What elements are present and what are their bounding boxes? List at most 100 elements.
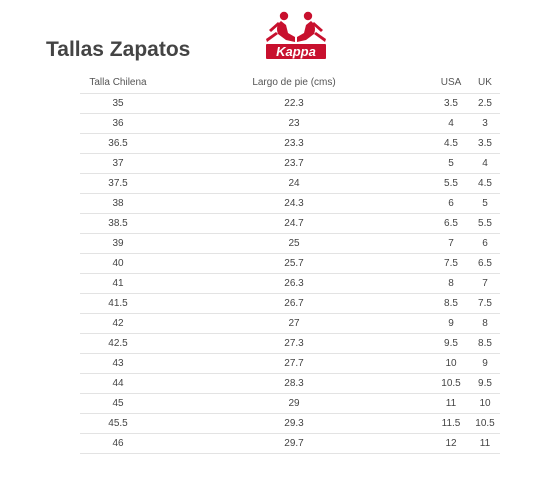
uk-cell: 8 xyxy=(470,313,500,334)
table-row: 36 23 4 3 xyxy=(80,113,500,134)
largo-de-pie-cell: 28.3 xyxy=(156,373,432,394)
uk-cell: 2.5 xyxy=(470,93,500,114)
talla-chilena-cell: 36 xyxy=(80,113,156,134)
largo-de-pie-cell: 23.7 xyxy=(156,153,432,174)
uk-cell: 10 xyxy=(470,393,500,414)
talla-chilena-cell: 39 xyxy=(80,233,156,254)
uk-cell: 6.5 xyxy=(470,253,500,274)
talla-chilena-cell: 37 xyxy=(80,153,156,174)
usa-cell: 5.5 xyxy=(432,173,470,194)
talla-chilena-cell: 41 xyxy=(80,273,156,294)
uk-cell: 4 xyxy=(470,153,500,174)
largo-de-pie-cell: 29.7 xyxy=(156,433,432,454)
uk-cell: 10.5 xyxy=(470,413,500,434)
table-row: 43 27.7 10 9 xyxy=(80,353,500,374)
talla-chilena-cell: 38.5 xyxy=(80,213,156,234)
usa-cell: 6.5 xyxy=(432,213,470,234)
usa-cell: 3.5 xyxy=(432,93,470,114)
talla-chilena-cell: 36.5 xyxy=(80,133,156,154)
usa-cell: 8.5 xyxy=(432,293,470,314)
largo-de-pie-cell: 23.3 xyxy=(156,133,432,154)
usa-cell: 9 xyxy=(432,313,470,334)
uk-cell: 9 xyxy=(470,353,500,374)
usa-cell: 10.5 xyxy=(432,373,470,394)
talla-chilena-cell: 41.5 xyxy=(80,293,156,314)
usa-cell: 11.5 xyxy=(432,413,470,434)
size-table: Talla Chilena Largo de pie (cms) USA UK … xyxy=(80,72,500,454)
page-title: Tallas Zapatos xyxy=(46,38,191,61)
table-row: 38.5 24.7 6.5 5.5 xyxy=(80,213,500,234)
table-row: 42 27 9 8 xyxy=(80,313,500,334)
talla-chilena-cell: 42 xyxy=(80,313,156,334)
usa-cell: 7.5 xyxy=(432,253,470,274)
largo-de-pie-cell: 27 xyxy=(156,313,432,334)
table-row: 45.5 29.3 11.5 10.5 xyxy=(80,413,500,434)
uk-cell: 7.5 xyxy=(470,293,500,314)
usa-cell: 5 xyxy=(432,153,470,174)
uk-cell: 6 xyxy=(470,233,500,254)
uk-cell: 7 xyxy=(470,273,500,294)
usa-cell: 11 xyxy=(432,393,470,414)
table-row: 45 29 11 10 xyxy=(80,393,500,414)
largo-de-pie-cell: 24.3 xyxy=(156,193,432,214)
largo-de-pie-cell: 23 xyxy=(156,113,432,134)
uk-cell: 5 xyxy=(470,193,500,214)
talla-chilena-cell: 45.5 xyxy=(80,413,156,434)
talla-chilena-cell: 38 xyxy=(80,193,156,214)
table-row: 40 25.7 7.5 6.5 xyxy=(80,253,500,274)
usa-cell: 9.5 xyxy=(432,333,470,354)
usa-cell: 7 xyxy=(432,233,470,254)
largo-de-pie-cell: 29.3 xyxy=(156,413,432,434)
table-row: 37.5 24 5.5 4.5 xyxy=(80,173,500,194)
largo-de-pie-cell: 29 xyxy=(156,393,432,414)
header-largo-de-pie: Largo de pie (cms) xyxy=(252,77,336,88)
header-usa: USA xyxy=(440,77,462,88)
table-row: 41 26.3 8 7 xyxy=(80,273,500,294)
largo-de-pie-cell: 24 xyxy=(156,173,432,194)
table-row: 39 25 7 6 xyxy=(80,233,500,254)
talla-chilena-cell: 42.5 xyxy=(80,333,156,354)
table-row: 46 29.7 12 11 xyxy=(80,433,500,454)
table-row: 44 28.3 10.5 9.5 xyxy=(80,373,500,394)
table-header-row: Talla Chilena Largo de pie (cms) USA UK xyxy=(80,72,500,94)
usa-cell: 10 xyxy=(432,353,470,374)
table-row: 42.5 27.3 9.5 8.5 xyxy=(80,333,500,354)
largo-de-pie-cell: 25.7 xyxy=(156,253,432,274)
uk-cell: 11 xyxy=(470,433,500,454)
kappa-logo-icon: Kappa xyxy=(266,11,326,59)
talla-chilena-cell: 35 xyxy=(80,93,156,114)
talla-chilena-cell: 44 xyxy=(80,373,156,394)
largo-de-pie-cell: 27.3 xyxy=(156,333,432,354)
largo-de-pie-cell: 27.7 xyxy=(156,353,432,374)
talla-chilena-cell: 46 xyxy=(80,433,156,454)
usa-cell: 4.5 xyxy=(432,133,470,154)
header-talla-chilena: Talla Chilena xyxy=(89,77,147,88)
uk-cell: 3 xyxy=(470,113,500,134)
header-uk: UK xyxy=(478,77,492,88)
table-body: 35 22.3 3.5 2.5 36 23 4 3 36.5 23.3 4.5 3.5 37 23.7 5 4… xyxy=(80,93,500,454)
largo-de-pie-cell: 22.3 xyxy=(156,93,432,114)
uk-cell: 5.5 xyxy=(470,213,500,234)
table-row: 36.5 23.3 4.5 3.5 xyxy=(80,133,500,154)
table-row: 37 23.7 5 4 xyxy=(80,153,500,174)
talla-chilena-cell: 45 xyxy=(80,393,156,414)
largo-de-pie-cell: 24.7 xyxy=(156,213,432,234)
largo-de-pie-cell: 26.3 xyxy=(156,273,432,294)
table-row: 41.5 26.7 8.5 7.5 xyxy=(80,293,500,314)
logo-brand-text: Kappa xyxy=(276,44,316,59)
uk-cell: 8.5 xyxy=(470,333,500,354)
uk-cell: 4.5 xyxy=(470,173,500,194)
talla-chilena-cell: 37.5 xyxy=(80,173,156,194)
uk-cell: 9.5 xyxy=(470,373,500,394)
usa-cell: 6 xyxy=(432,193,470,214)
largo-de-pie-cell: 25 xyxy=(156,233,432,254)
usa-cell: 8 xyxy=(432,273,470,294)
talla-chilena-cell: 43 xyxy=(80,353,156,374)
usa-cell: 4 xyxy=(432,113,470,134)
uk-cell: 3.5 xyxy=(470,133,500,154)
usa-cell: 12 xyxy=(432,433,470,454)
table-row: 35 22.3 3.5 2.5 xyxy=(80,93,500,114)
table-row: 38 24.3 6 5 xyxy=(80,193,500,214)
talla-chilena-cell: 40 xyxy=(80,253,156,274)
